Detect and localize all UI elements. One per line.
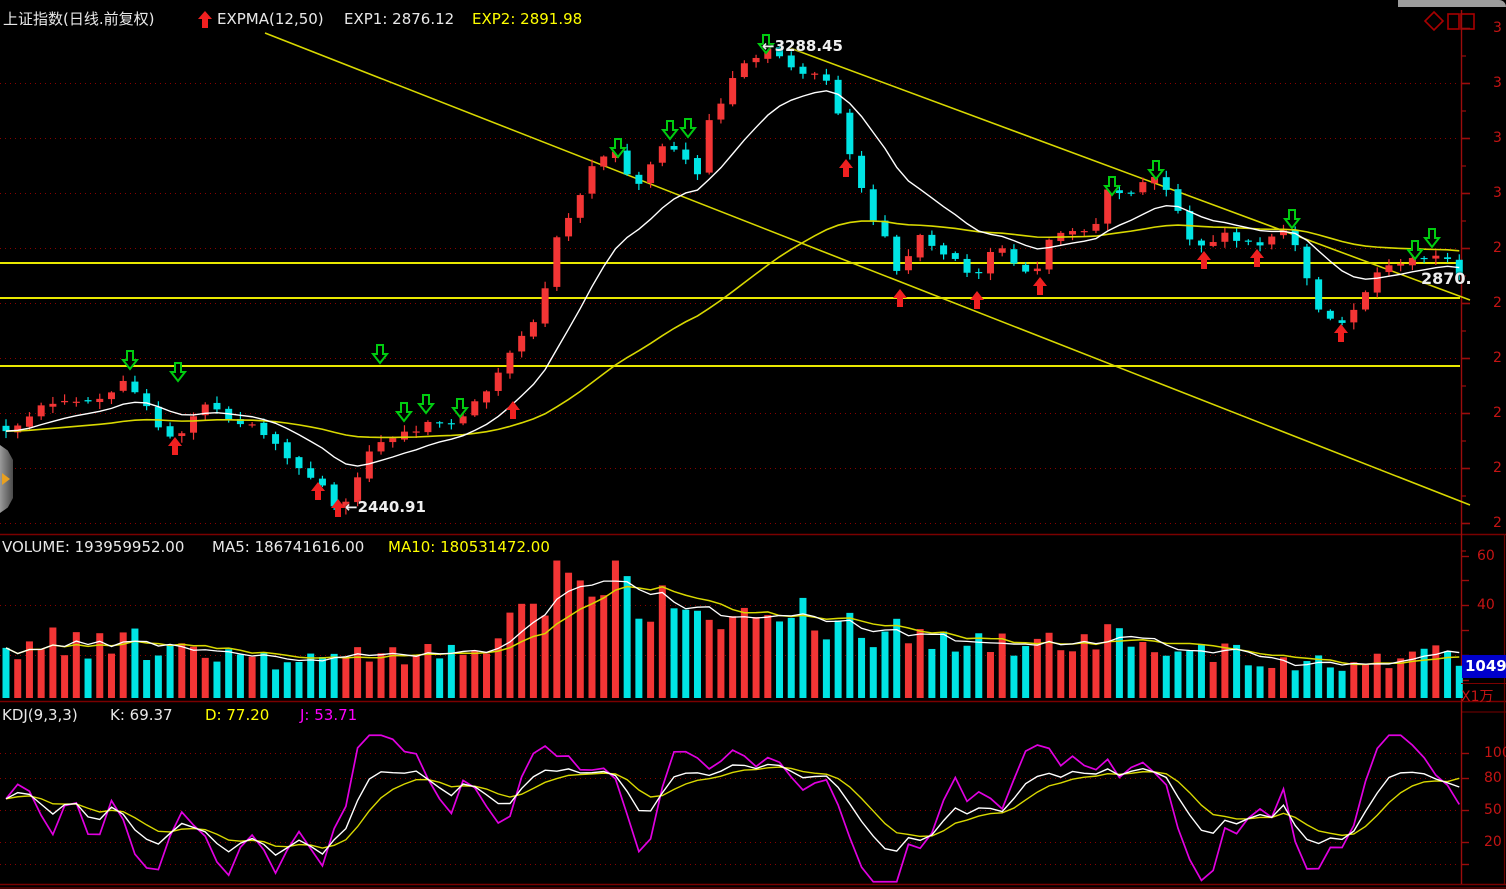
buy-signal-arrow (311, 482, 325, 500)
buy-signal-arrow (168, 437, 182, 455)
volume-axis-label: 40 (1477, 597, 1495, 613)
kdj-k-value: K: 69.37 (110, 706, 173, 724)
support-resistance-lines (0, 32, 1471, 506)
volume-unit-label: X1万 (1461, 683, 1506, 706)
buy-signal-arrow (1334, 324, 1348, 342)
price-axis-label: 2 (1493, 240, 1502, 256)
kdj-axis-label: 20 (1484, 834, 1502, 850)
buy-signal-arrow (1197, 251, 1211, 269)
sell-signal-arrow (1422, 228, 1442, 249)
price-axis-label: 3 (1493, 20, 1502, 36)
main-chart-pane[interactable] (0, 33, 1460, 532)
volume-ma10-value: MA10: 180531472.00 (388, 538, 550, 556)
price-axis-label: 2 (1493, 350, 1502, 366)
buy-signal-arrow (839, 159, 853, 177)
volume-bars (2, 560, 1463, 698)
exp1-value: EXP1: 2876.12 (344, 10, 455, 28)
buy-signal-arrow (1033, 277, 1047, 295)
kdj-lines (5, 734, 1461, 883)
sell-signal-arrow (450, 398, 470, 419)
peak-price-annotation: ←3288.45 (762, 37, 843, 55)
buy-signal-arrow (970, 291, 984, 309)
sell-signal-arrow (120, 350, 140, 371)
kdj-axis-label: 100 (1484, 745, 1506, 761)
up-arrow-icon (198, 11, 212, 28)
sell-signal-arrow (168, 362, 188, 383)
sell-signal-arrow (394, 402, 414, 423)
expma-lines (5, 90, 1460, 467)
price-axis-label: 3 (1493, 75, 1502, 91)
current-volume-badge: 1049 (1462, 655, 1506, 678)
sell-signal-arrow (756, 34, 776, 55)
buy-signal-arrow (506, 401, 520, 419)
price-axis-label: 2 (1493, 460, 1502, 476)
sell-signal-arrow (678, 118, 698, 139)
volume-value: VOLUME: 193959952.00 (2, 538, 185, 556)
sell-signal-arrow (370, 344, 390, 365)
panel-expander[interactable] (0, 445, 13, 513)
price-axis-label: 2 (1493, 515, 1502, 531)
sell-signal-arrow (660, 120, 680, 141)
kdj-axis-label: 80 (1484, 770, 1502, 786)
kdj-j-value: J: 53.71 (300, 706, 358, 724)
kdj-axis-label: 50 (1484, 802, 1502, 818)
buy-signal-arrow (893, 289, 907, 307)
last-price-label: 2870. (1421, 269, 1472, 288)
buy-signal-arrow (331, 499, 345, 517)
expander-arrow-icon (2, 473, 10, 485)
exp2-value: EXP2: 2891.98 (472, 10, 583, 28)
price-axis-label: 3 (1493, 130, 1502, 146)
volume-ma-lines (5, 580, 1460, 667)
trough-price-annotation: ←2440.91 (345, 498, 426, 516)
kdj-chart-pane[interactable] (0, 733, 1460, 883)
volume-pane[interactable] (0, 560, 1460, 698)
chart-title: 上证指数(日线.前复权) (3, 10, 155, 28)
price-axis-label: 2 (1493, 405, 1502, 421)
volume-axis-label: 60 (1477, 548, 1495, 564)
sell-signal-arrow (1405, 240, 1425, 261)
sell-signal-arrow (1146, 160, 1166, 181)
right-axis (1460, 10, 1506, 884)
sell-signal-arrow (608, 138, 628, 159)
kdj-d-value: D: 77.20 (205, 706, 270, 724)
buy-signal-arrow (1250, 249, 1264, 267)
price-axis-label: 3 (1493, 185, 1502, 201)
price-axis-label: 2 (1493, 295, 1502, 311)
sell-signal-arrow (1282, 209, 1302, 230)
gridlines (0, 83, 1506, 889)
indicator-label: EXPMA(12,50) (217, 10, 324, 28)
diamond-icon[interactable] (1422, 9, 1446, 33)
volume-ma5-value: MA5: 186741616.00 (212, 538, 365, 556)
sell-signal-arrow (416, 394, 436, 415)
signal-arrows (120, 34, 1442, 517)
kdj-indicator-label: KDJ(9,3,3) (2, 706, 78, 724)
window-corner (1398, 0, 1506, 7)
sell-signal-arrow (1102, 176, 1122, 197)
